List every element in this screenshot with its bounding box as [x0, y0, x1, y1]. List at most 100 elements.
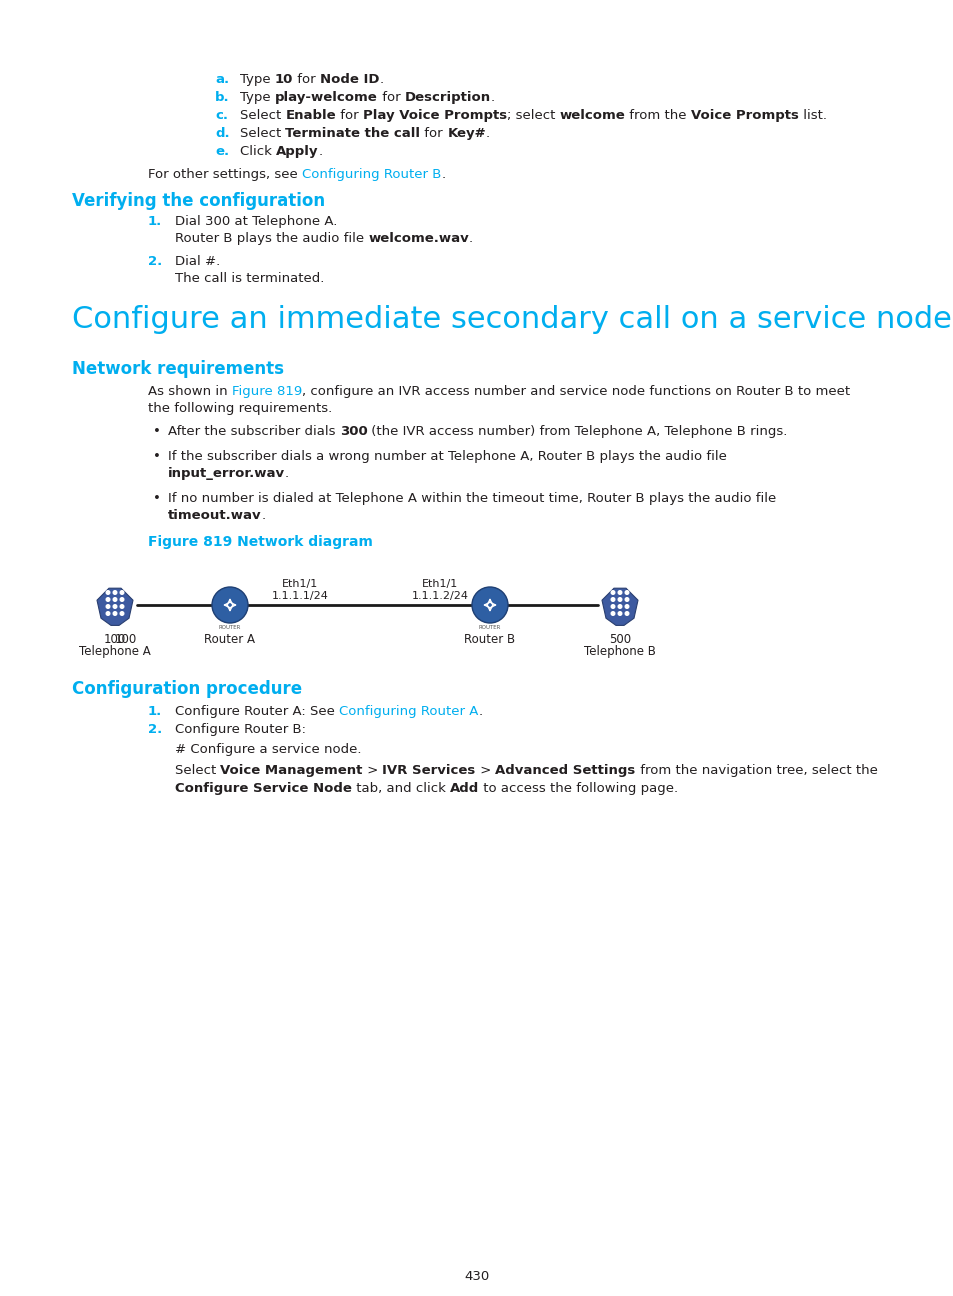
Circle shape [106, 591, 110, 595]
Text: Enable: Enable [285, 109, 335, 122]
Text: 500: 500 [608, 632, 630, 645]
Text: If no number is dialed at Telephone A within the timeout time, Router B plays th: If no number is dialed at Telephone A wi… [168, 492, 776, 505]
Polygon shape [97, 588, 132, 626]
Circle shape [472, 587, 507, 623]
Text: .: . [261, 509, 266, 522]
Text: IVR Services: IVR Services [382, 765, 476, 778]
Text: Eth1/1: Eth1/1 [421, 579, 457, 588]
Text: •: • [152, 450, 161, 463]
Text: •: • [152, 425, 161, 438]
Text: Configuring Router A: Configuring Router A [338, 705, 478, 718]
Text: 1.1.1.2/24: 1.1.1.2/24 [411, 591, 468, 601]
Text: welcome: welcome [559, 109, 625, 122]
Text: 300: 300 [339, 425, 367, 438]
Text: b.: b. [214, 91, 230, 104]
Text: from the: from the [625, 109, 691, 122]
Text: input_error.wav: input_error.wav [168, 467, 285, 480]
Circle shape [212, 587, 248, 623]
Text: After the subscriber dials: After the subscriber dials [168, 425, 339, 438]
Text: Telephone A: Telephone A [79, 645, 151, 658]
Circle shape [611, 597, 614, 601]
Text: Description: Description [404, 91, 490, 104]
Text: Voice Management: Voice Management [220, 765, 362, 778]
Text: Key#: Key# [447, 127, 485, 140]
Text: >: > [476, 765, 495, 778]
Text: (the IVR access number) from Telephone A, Telephone B rings.: (the IVR access number) from Telephone A… [367, 425, 787, 438]
Text: 1.: 1. [148, 215, 162, 228]
Text: a.: a. [214, 73, 229, 86]
Text: Select: Select [174, 765, 220, 778]
Text: Eth1/1: Eth1/1 [281, 579, 317, 588]
Text: Router B plays the audio file: Router B plays the audio file [174, 232, 368, 245]
Text: Router A: Router A [204, 632, 255, 645]
Circle shape [106, 605, 110, 608]
Text: If the subscriber dials a wrong number at Telephone A, Router B plays the audio : If the subscriber dials a wrong number a… [168, 450, 726, 463]
Text: Configure Service Node: Configure Service Node [174, 781, 352, 794]
Text: 100: 100 [115, 632, 137, 645]
Text: Configure Router B:: Configure Router B: [174, 723, 306, 736]
Text: for: for [335, 109, 363, 122]
Circle shape [624, 597, 628, 601]
Circle shape [624, 605, 628, 608]
Text: Node ID: Node ID [320, 73, 379, 86]
Circle shape [618, 591, 621, 595]
Text: Router B: Router B [464, 632, 515, 645]
Text: Configure an immediate secondary call on a service node: Configure an immediate secondary call on… [71, 305, 951, 334]
Text: 430: 430 [464, 1270, 489, 1283]
Circle shape [120, 591, 124, 595]
Text: Figure 819 Network diagram: Figure 819 Network diagram [148, 535, 373, 550]
Text: The call is terminated.: The call is terminated. [174, 272, 324, 285]
Text: 1.1.1.1/24: 1.1.1.1/24 [272, 591, 328, 601]
Text: timeout.wav: timeout.wav [168, 509, 261, 522]
Circle shape [120, 597, 124, 601]
Text: .: . [490, 91, 495, 104]
Text: Click: Click [240, 145, 275, 158]
Text: .: . [379, 73, 383, 86]
Text: 10: 10 [274, 73, 293, 86]
Text: .: . [285, 467, 289, 480]
Circle shape [113, 591, 116, 595]
Text: For other settings, see: For other settings, see [148, 168, 302, 181]
Circle shape [106, 612, 110, 616]
Text: the following requirements.: the following requirements. [148, 402, 332, 415]
Text: for: for [377, 91, 404, 104]
Text: , configure an IVR access number and service node functions on Router B to meet: , configure an IVR access number and ser… [302, 385, 849, 398]
Text: .: . [441, 168, 445, 181]
Text: # Configure a service node.: # Configure a service node. [174, 743, 361, 756]
Text: 2.: 2. [148, 723, 162, 736]
Text: ROUTER: ROUTER [218, 625, 241, 630]
Text: Add: Add [450, 781, 478, 794]
Text: Terminate the call: Terminate the call [285, 127, 420, 140]
Circle shape [120, 605, 124, 608]
Text: tab, and click: tab, and click [352, 781, 450, 794]
Text: .: . [478, 705, 482, 718]
Text: to access the following page.: to access the following page. [478, 781, 678, 794]
Text: Select: Select [240, 109, 285, 122]
Text: .: . [485, 127, 490, 140]
Text: Advanced Settings: Advanced Settings [495, 765, 635, 778]
Text: list.: list. [799, 109, 826, 122]
Text: for: for [420, 127, 447, 140]
Text: •: • [152, 492, 161, 505]
Text: Play Voice Prompts: Play Voice Prompts [363, 109, 507, 122]
Text: welcome.wav: welcome.wav [368, 232, 469, 245]
Text: Voice Prompts: Voice Prompts [691, 109, 799, 122]
Circle shape [113, 597, 116, 601]
Circle shape [611, 612, 614, 616]
Text: >: > [362, 765, 382, 778]
Text: 100: 100 [104, 632, 126, 645]
Circle shape [120, 612, 124, 616]
Text: for: for [293, 73, 320, 86]
Text: .: . [318, 145, 322, 158]
Text: Configure Router A: See: Configure Router A: See [174, 705, 338, 718]
Text: Telephone B: Telephone B [583, 645, 656, 658]
Text: from the navigation tree, select the: from the navigation tree, select the [635, 765, 877, 778]
Text: Dial #.: Dial #. [174, 255, 220, 268]
Circle shape [611, 605, 614, 608]
Circle shape [618, 612, 621, 616]
Circle shape [106, 597, 110, 601]
Text: e.: e. [214, 145, 229, 158]
Text: Select: Select [240, 127, 285, 140]
Text: .: . [469, 232, 473, 245]
Text: Configuration procedure: Configuration procedure [71, 680, 302, 699]
